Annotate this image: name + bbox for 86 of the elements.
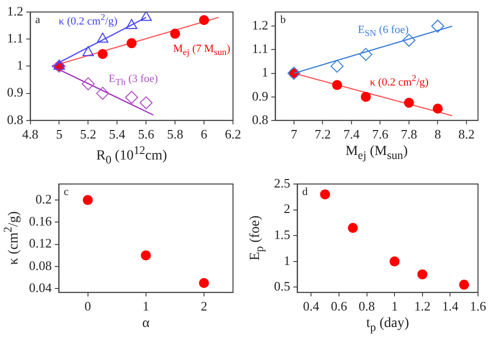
x-tick-label: 1.2 (414, 298, 431, 314)
point (140, 12, 152, 21)
point (96, 32, 108, 43)
y-tick-label: 2.5 (274, 174, 290, 190)
point (348, 222, 358, 232)
point (170, 28, 180, 39)
y-tick-label: 2 (284, 200, 290, 216)
y-tick-label: 0.5 (274, 278, 290, 294)
series-label: κ (0.2 cm$^{2}$/g) (58, 12, 118, 28)
x-tick-label: 8.2 (458, 126, 475, 142)
point (390, 256, 400, 266)
annotation: d (302, 186, 308, 198)
point (82, 194, 93, 205)
point (198, 278, 209, 288)
x-tick-label: 7 (290, 126, 298, 142)
y-tick-label: 0.2 (36, 190, 52, 206)
point (126, 19, 138, 30)
point (359, 48, 372, 61)
y-tick-label: 0.12 (29, 235, 52, 250)
x-tick-label: 5 (56, 126, 62, 142)
x-tick-label: 2 (200, 298, 208, 314)
point (125, 90, 138, 104)
y-tick-label: 1.2 (7, 3, 24, 18)
annotation: a (35, 14, 40, 26)
x-tick-label: 0 (84, 298, 92, 314)
x-tick-label: 5.2 (80, 126, 96, 142)
y-tick-label: 0.9 (252, 88, 268, 104)
y-tick-label: 1 (16, 58, 24, 73)
x-tick-label: 4.8 (22, 126, 38, 142)
x-tick-label: 0.4 (303, 298, 320, 314)
y-tick-label: 1.2 (252, 18, 268, 33)
series-label: E$_{SN}$ (6 foe) (358, 24, 409, 39)
x-tick-label: 5.4 (109, 126, 126, 142)
x-tick-label: 0.6 (330, 298, 348, 314)
y-tick-label: 1.1 (252, 41, 268, 56)
y-tick-label: 1.1 (7, 30, 24, 46)
series-label: κ (0.2 cm$^{2}$/g) (370, 72, 429, 88)
y-tick-label: 0.9 (7, 84, 24, 100)
point (332, 80, 342, 90)
x-tick-label: 1 (142, 298, 150, 314)
x-tick-label: 1.4 (442, 298, 459, 314)
x-tick-label: 7.8 (400, 126, 418, 142)
point (82, 46, 94, 56)
y-tick-label: 0.16 (29, 213, 52, 228)
x-tick-label: 6.2 (224, 126, 242, 142)
point (98, 49, 108, 60)
y-tick-label: 0.08 (29, 257, 52, 272)
point (459, 279, 470, 290)
point (140, 250, 151, 260)
series-label: M$_{ej}$ (7 M$_{sun}$) (173, 42, 230, 57)
point (404, 98, 414, 108)
y-tick-label: 1 (284, 252, 290, 268)
point (140, 96, 153, 110)
point (82, 77, 95, 90)
annotation: c (64, 186, 69, 198)
point (360, 92, 371, 102)
x-axis-title: R$_{0}$ (10$^{12}$cm) (95, 144, 168, 166)
x-tick-label: 8 (434, 126, 441, 142)
point (320, 188, 330, 199)
point (417, 268, 428, 279)
x-tick-label: 1.6 (470, 298, 487, 314)
y-tick-label: 0.8 (252, 112, 268, 127)
x-tick-label: 7.4 (343, 126, 360, 142)
x-axis-title: t$_{p}$ (day) (365, 316, 410, 334)
series-label: E$_{Th}$ (3 foe) (108, 73, 158, 88)
x-tick-label: 7.6 (372, 126, 389, 142)
x-axis-title: α (141, 316, 151, 332)
point (96, 86, 110, 100)
point (402, 34, 416, 47)
y-tick-label: 0.04 (29, 279, 52, 294)
point (330, 60, 344, 73)
x-axis-title: M$_{ej}$ (M$_{sun}$) (344, 144, 409, 162)
x-tick-label: 6 (200, 126, 208, 142)
y-tick-label: 1.5 (274, 226, 290, 242)
x-tick-label: 5.8 (166, 126, 184, 142)
point (199, 15, 210, 26)
annotation: b (280, 14, 286, 26)
x-tick-label: 0.8 (358, 298, 375, 314)
point (432, 104, 443, 114)
y-tick-label: 0.8 (7, 112, 24, 127)
point (126, 38, 137, 48)
x-tick-label: 1 (391, 298, 398, 314)
x-tick-label: 7.2 (314, 126, 331, 142)
point (431, 20, 444, 33)
x-tick-label: 5.6 (138, 126, 155, 142)
y-tick-label: 1 (262, 64, 268, 80)
